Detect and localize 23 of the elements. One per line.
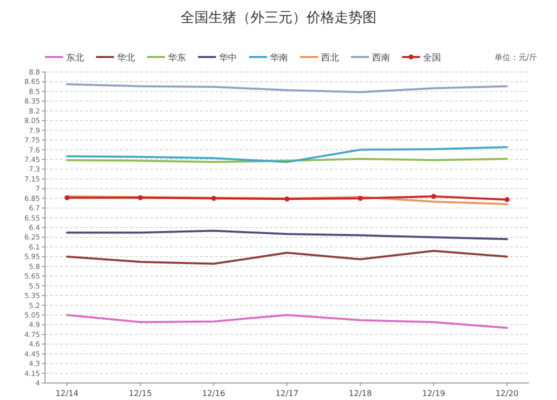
line-series [66,146,508,164]
line-series [66,195,508,206]
legend-label: 西北 [321,52,339,64]
x-tick-label: 12/19 [422,389,446,398]
line-series [66,314,508,329]
x-tick-label: 12/16 [202,389,226,398]
line-series [66,83,508,94]
x-tick-label: 12/18 [348,389,372,398]
legend-label: 华东 [168,52,186,64]
line-series [66,230,508,240]
chart-title: 全国生猪（外三元）价格走势图 [180,10,376,26]
line-series [66,250,508,265]
legend-label: 东北 [66,52,84,64]
legend-label: 西南 [372,52,390,64]
x-tick-label: 12/20 [495,389,519,398]
legend-label: 华南 [270,52,288,64]
legend-label: 华北 [117,52,135,64]
x-tick-label: 12/17 [275,389,299,398]
legend-label: 全国 [423,52,441,64]
x-tick-label: 12/15 [128,389,152,398]
text: 单位：元/斤 [494,53,537,62]
x-tick-label: 12/14 [55,389,79,398]
legend-label: 华中 [219,52,237,64]
